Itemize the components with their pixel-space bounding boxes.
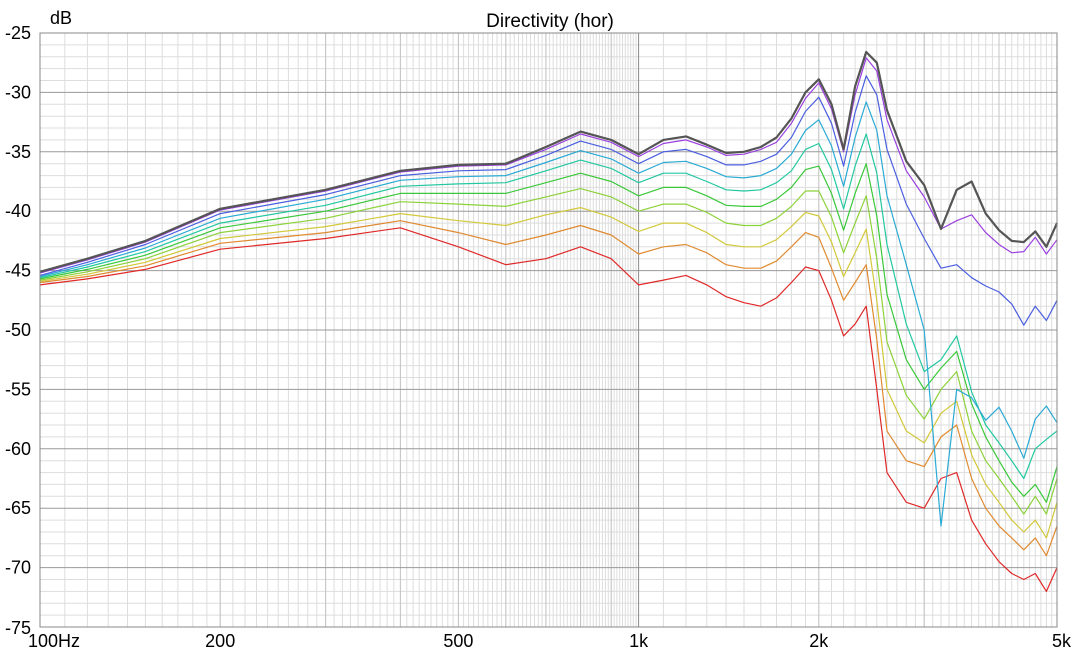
series-line-4	[39, 101, 1058, 527]
x-tick-label: 500	[443, 631, 473, 651]
y-axis-label: dB	[50, 8, 72, 28]
y-tick-label: -60	[5, 439, 31, 459]
x-tick-label: 1k	[629, 631, 649, 651]
chart-title: Directivity (hor)	[486, 11, 614, 32]
x-tick-label: 100Hz	[28, 631, 80, 651]
y-tick-label: -35	[5, 142, 31, 162]
y-tick-label: -40	[5, 201, 31, 221]
series-line-2	[39, 57, 1058, 274]
series-layer	[39, 50, 1059, 593]
series-line-7	[39, 188, 1058, 515]
series-line-9	[39, 220, 1058, 557]
plot-frame	[39, 32, 1058, 628]
y-tick-label: -65	[5, 498, 31, 518]
x-tick-label: 5k	[1052, 631, 1072, 651]
series-line-1	[39, 50, 1059, 273]
y-tick-label: -50	[5, 320, 31, 340]
y-tick-label: -70	[5, 558, 31, 578]
series-line-10	[39, 227, 1058, 593]
y-tick-label: -75	[5, 618, 31, 638]
series-line-6	[39, 163, 1058, 503]
y-tick-label: -25	[5, 23, 31, 43]
x-tick-label: 200	[205, 631, 235, 651]
x-tick-label: 2k	[809, 631, 829, 651]
y-tick-label: -55	[5, 379, 31, 399]
y-tick-labels: -25 -30 -35 -40 -45 -50 -55 -60 -65 -70 -75	[5, 23, 31, 638]
x-tick-labels: 100Hz 200 500 1k 2k 5k	[28, 631, 1072, 651]
y-tick-label: -45	[5, 261, 31, 281]
series-line-8	[39, 207, 1058, 539]
series-line-3	[39, 75, 1058, 326]
y-tick-label: -30	[5, 82, 31, 102]
